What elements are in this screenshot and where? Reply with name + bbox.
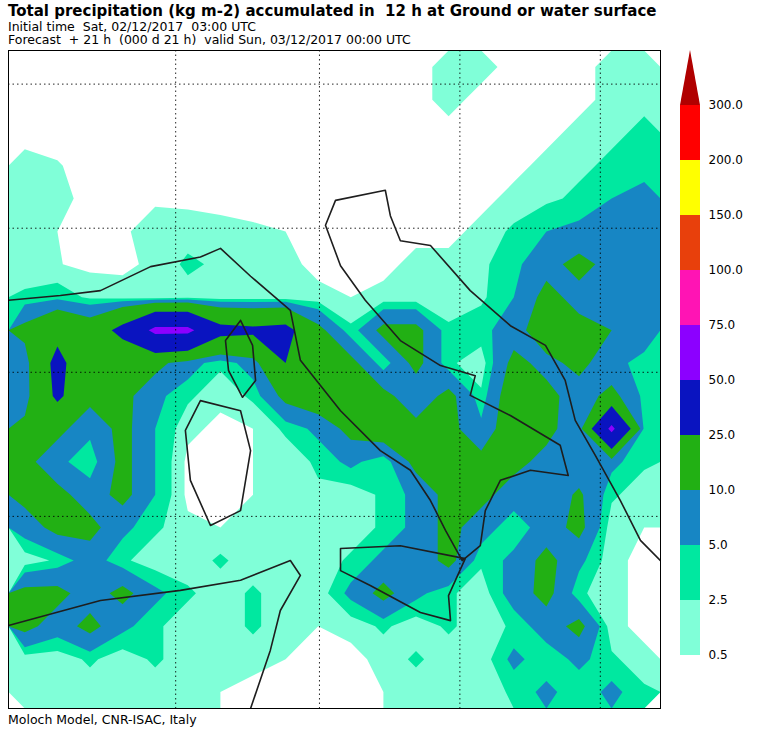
svg-text:200.0: 200.0 [709,153,743,167]
svg-text:25.0: 25.0 [709,428,736,442]
svg-text:300.0: 300.0 [709,98,743,112]
html-text:Initial time Sat, 02/12/2017 0: Initial time Sat, 02/12/2017 03:00 UTC [8,19,256,34]
svg-text:2.5: 2.5 [709,593,728,607]
svg-text:75.0: 75.0 [709,318,736,332]
html-text:Total precipitation (kg m-2) a: Total precipitation (kg m-2) accumulated… [8,2,657,20]
svg-text:0.5: 0.5 [709,648,728,662]
svg-text:100.0: 100.0 [709,263,743,277]
svg-text:10.0: 10.0 [709,483,736,497]
html-text:Moloch Model, CNR-ISAC, Italy: Moloch Model, CNR-ISAC, Italy [8,712,197,727]
svg-text:150.0: 150.0 [709,208,743,222]
svg-text:50.0: 50.0 [709,373,736,387]
svg-text:5.0: 5.0 [709,538,728,552]
html-text:Forecast + 21 h (000 d 21 h) v: Forecast + 21 h (000 d 21 h) valid Sun, … [8,32,411,47]
